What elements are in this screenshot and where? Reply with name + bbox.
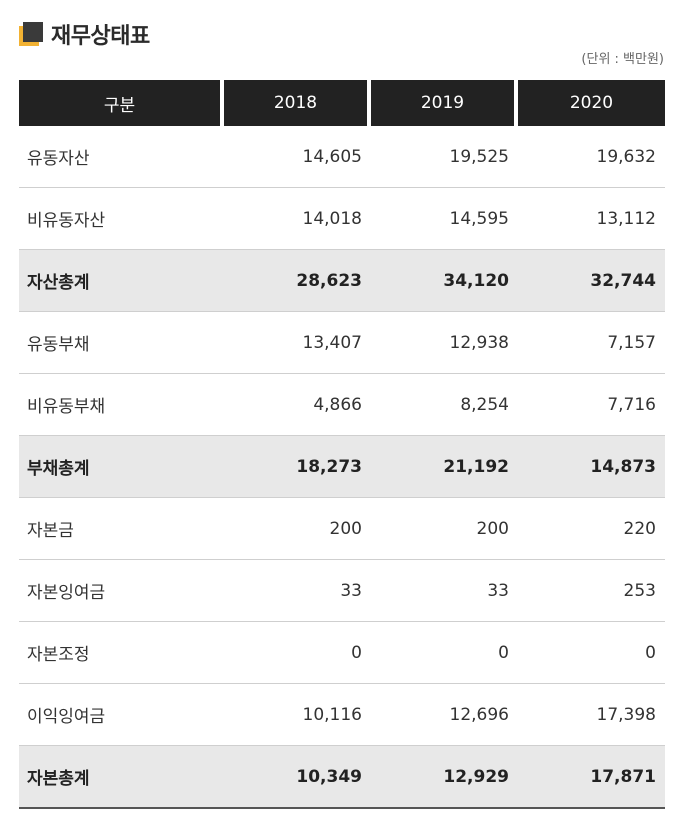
header-year-2019: 2019 bbox=[371, 80, 518, 126]
unit-note: (단위 : 백만원) bbox=[581, 52, 664, 67]
header-year-2018: 2018 bbox=[224, 80, 371, 126]
row-label: 유동부채 bbox=[19, 312, 224, 374]
cell-value: 13,407 bbox=[224, 312, 371, 374]
title-square-icon bbox=[19, 22, 43, 46]
cell-value: 17,398 bbox=[518, 684, 665, 746]
cell-value: 4,866 bbox=[224, 374, 371, 436]
row-label: 비유동부채 bbox=[19, 374, 224, 436]
row-label: 자본총계 bbox=[19, 746, 224, 809]
cell-value: 8,254 bbox=[371, 374, 518, 436]
cell-value: 220 bbox=[518, 498, 665, 560]
cell-value: 7,157 bbox=[518, 312, 665, 374]
table-total-row: 자본총계 10,349 12,929 17,871 bbox=[19, 746, 665, 809]
cell-value: 10,349 bbox=[224, 746, 371, 809]
cell-value: 0 bbox=[371, 622, 518, 684]
cell-value: 14,595 bbox=[371, 188, 518, 250]
header-category: 구분 bbox=[19, 80, 224, 126]
table-total-row: 자산총계 28,623 34,120 32,744 bbox=[19, 250, 665, 312]
header-year-2020: 2020 bbox=[518, 80, 665, 126]
table-row: 자본잉여금 33 33 253 bbox=[19, 560, 665, 622]
cell-value: 0 bbox=[224, 622, 371, 684]
cell-value: 0 bbox=[518, 622, 665, 684]
cell-value: 28,623 bbox=[224, 250, 371, 312]
page-title: 재무상태표 bbox=[51, 24, 150, 49]
table-row: 비유동자산 14,018 14,595 13,112 bbox=[19, 188, 665, 250]
cell-value: 18,273 bbox=[224, 436, 371, 498]
cell-value: 21,192 bbox=[371, 436, 518, 498]
table-total-row: 부채총계 18,273 21,192 14,873 bbox=[19, 436, 665, 498]
table-row: 이익잉여금 10,116 12,696 17,398 bbox=[19, 684, 665, 746]
cell-value: 12,696 bbox=[371, 684, 518, 746]
row-label: 비유동자산 bbox=[19, 188, 224, 250]
cell-value: 10,116 bbox=[224, 684, 371, 746]
table-header-row: 구분 2018 2019 2020 bbox=[19, 80, 665, 126]
cell-value: 33 bbox=[224, 560, 371, 622]
cell-value: 253 bbox=[518, 560, 665, 622]
row-label: 이익잉여금 bbox=[19, 684, 224, 746]
title-row: 재무상태표 bbox=[19, 19, 150, 49]
cell-value: 13,112 bbox=[518, 188, 665, 250]
row-label: 자본금 bbox=[19, 498, 224, 560]
row-label: 자산총계 bbox=[19, 250, 224, 312]
row-label: 자본조정 bbox=[19, 622, 224, 684]
table-row: 자본조정 0 0 0 bbox=[19, 622, 665, 684]
cell-value: 17,871 bbox=[518, 746, 665, 809]
cell-value: 19,632 bbox=[518, 126, 665, 188]
cell-value: 33 bbox=[371, 560, 518, 622]
cell-value: 200 bbox=[371, 498, 518, 560]
cell-value: 12,929 bbox=[371, 746, 518, 809]
cell-value: 14,873 bbox=[518, 436, 665, 498]
table-row: 비유동부채 4,866 8,254 7,716 bbox=[19, 374, 665, 436]
cell-value: 19,525 bbox=[371, 126, 518, 188]
table-row: 자본금 200 200 220 bbox=[19, 498, 665, 560]
cell-value: 7,716 bbox=[518, 374, 665, 436]
balance-sheet-table: 구분 2018 2019 2020 유동자산 14,605 19,525 19,632… bbox=[19, 80, 665, 809]
row-label: 부채총계 bbox=[19, 436, 224, 498]
cell-value: 200 bbox=[224, 498, 371, 560]
table-row: 유동자산 14,605 19,525 19,632 bbox=[19, 126, 665, 188]
cell-value: 12,938 bbox=[371, 312, 518, 374]
cell-value: 14,018 bbox=[224, 188, 371, 250]
cell-value: 34,120 bbox=[371, 250, 518, 312]
cell-value: 32,744 bbox=[518, 250, 665, 312]
row-label: 유동자산 bbox=[19, 126, 224, 188]
table-row: 유동부채 13,407 12,938 7,157 bbox=[19, 312, 665, 374]
row-label: 자본잉여금 bbox=[19, 560, 224, 622]
cell-value: 14,605 bbox=[224, 126, 371, 188]
